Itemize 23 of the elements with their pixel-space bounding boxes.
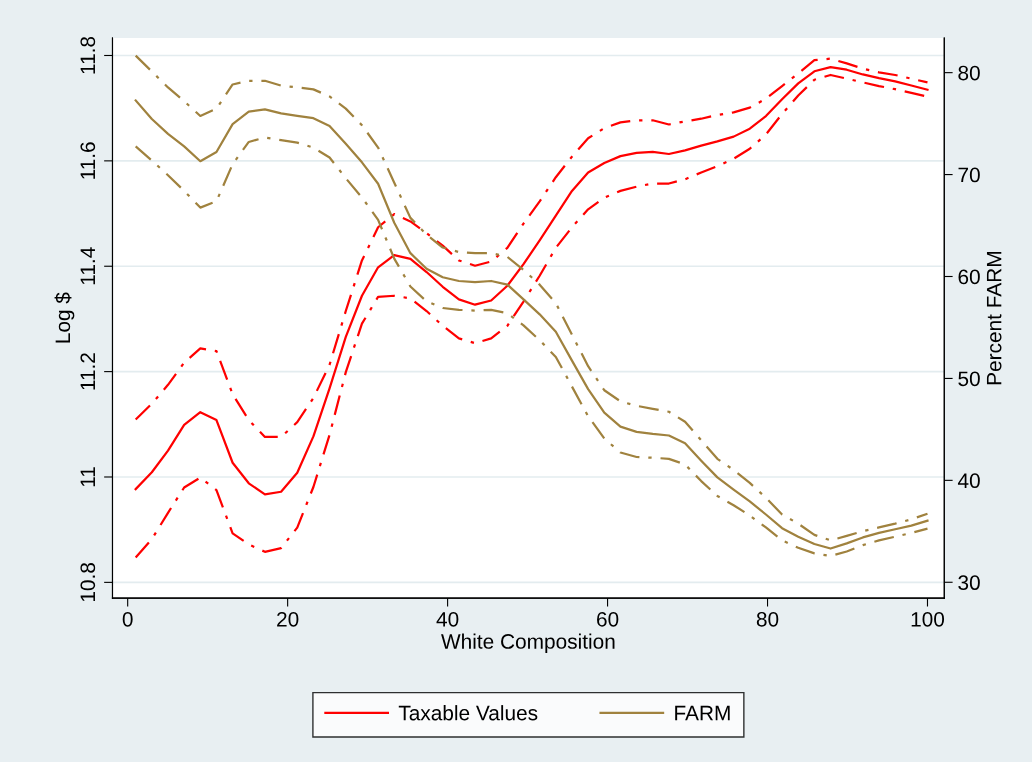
x-tick-label: 20 [277, 611, 299, 627]
legend-label: Taxable Values [398, 705, 538, 721]
y-tick-label: 10.8 [80, 562, 96, 602]
y2-tick-label: 80 [958, 65, 980, 81]
x-tick-label: 60 [597, 611, 619, 627]
legend-label: FARM [675, 705, 730, 721]
y-tick-label: 11 [80, 467, 95, 487]
x-tick-label: 80 [756, 611, 779, 627]
y-axis-title: Log $ [54, 292, 75, 343]
y2-axis-title: Percent FARM [986, 252, 1002, 385]
x-axis-title: White Composition [441, 633, 615, 653]
x-tick-label: 0 [122, 611, 133, 627]
x-tick-label: 100 [911, 611, 945, 627]
x-tick-label: 40 [436, 611, 459, 627]
y2-tick-label: 60 [958, 269, 980, 285]
y-tick-label: 11.2 [80, 353, 95, 390]
y2-tick-label: 40 [957, 473, 980, 489]
y2-tick-label: 30 [958, 575, 980, 591]
y2-tick-label: 50 [958, 371, 980, 387]
y2-tick-label: 70 [958, 167, 980, 183]
y-tick-label: 11.4 [80, 247, 95, 285]
y-tick-label: 11.8 [80, 36, 96, 74]
y-tick-label: 11.6 [80, 142, 96, 179]
